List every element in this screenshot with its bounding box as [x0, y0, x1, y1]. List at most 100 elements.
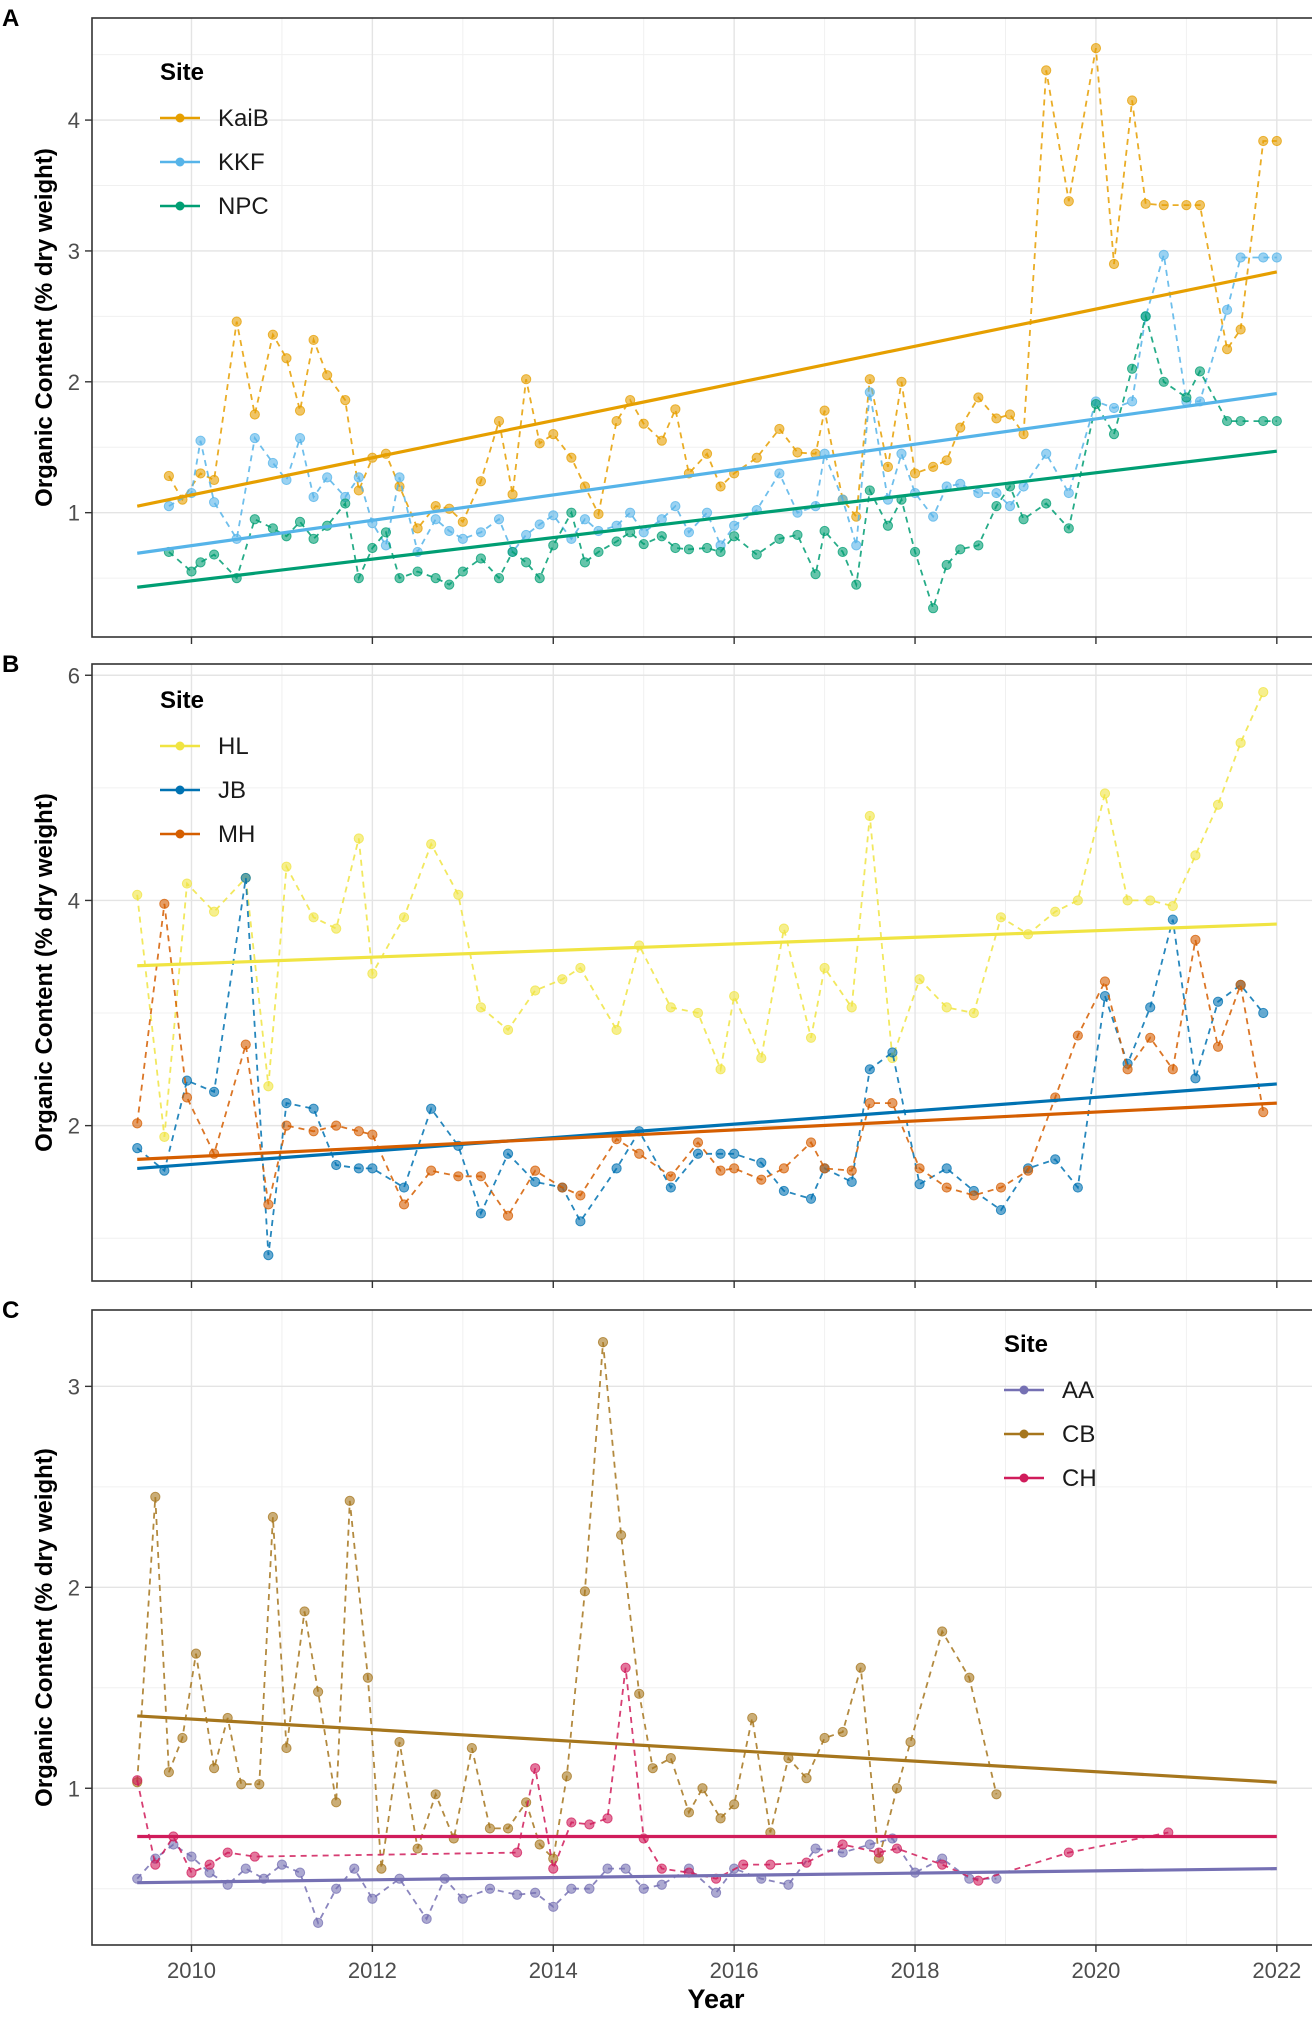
data-point-kaib [941, 455, 952, 466]
data-point-ch [132, 1775, 143, 1786]
data-point-jb [209, 1086, 220, 1097]
data-point-ch [837, 1839, 848, 1850]
data-point-mh [715, 1165, 726, 1176]
data-point-kaib [163, 470, 174, 482]
data-point-mh [729, 1163, 740, 1174]
data-point-hl [1145, 895, 1156, 906]
x-tick-label: 2020 [1071, 1958, 1120, 1983]
data-point-aa [313, 1917, 324, 1928]
data-point-mh [968, 1190, 979, 1201]
data-point-kkf [195, 435, 206, 446]
data-point-cb [937, 1626, 948, 1637]
data-point-aa [276, 1859, 288, 1870]
data-point-kaib [281, 353, 292, 364]
data-point-npc [656, 531, 667, 542]
data-point-cb [466, 1742, 477, 1754]
data-point-jb [914, 1179, 925, 1190]
data-point-aa [710, 1887, 722, 1898]
plot-background [92, 18, 1312, 637]
data-point-cb [150, 1491, 161, 1502]
data-point-mh [1167, 1064, 1178, 1075]
data-point-kkf [521, 529, 532, 541]
data-point-kaib [475, 476, 487, 487]
data-point-hl [1099, 788, 1111, 799]
data-point-jb [941, 1163, 952, 1174]
y-tick-label: 4 [68, 888, 80, 913]
data-point-kaib [209, 474, 220, 486]
x-tick-label: 2018 [891, 1958, 940, 1983]
data-point-kaib [340, 395, 351, 406]
data-point-jb [308, 1103, 319, 1114]
data-point-npc [729, 531, 740, 542]
data-point-kaib [249, 409, 260, 420]
data-point-kkf [638, 527, 649, 538]
data-point-aa [566, 1883, 577, 1894]
series-line-kaib [168, 47, 1277, 531]
legend-label-jb: JB [218, 777, 246, 804]
data-point-hl [530, 985, 541, 996]
data-point-cb [502, 1823, 514, 1834]
data-point-npc [579, 557, 591, 568]
data-point-kkf [548, 510, 559, 521]
data-point-ch [511, 1847, 523, 1858]
data-point-npc [548, 540, 559, 551]
legend-label-kaib: KaiB [218, 105, 269, 132]
data-point-hl [281, 861, 292, 872]
data-point-cb [683, 1807, 695, 1818]
data-point-hl [367, 968, 378, 979]
data-point-npc [909, 546, 921, 558]
data-point-mh [634, 1148, 645, 1159]
data-point-mh [846, 1165, 857, 1176]
data-point-cb [376, 1863, 387, 1874]
data-point-mh [331, 1120, 342, 1131]
data-point-cb [891, 1783, 903, 1794]
y-tick-label: 1 [68, 1776, 80, 1801]
data-point-ch [548, 1863, 559, 1874]
data-point-hl [1122, 895, 1133, 906]
data-point-kaib [928, 461, 939, 472]
data-point-mh [887, 1098, 898, 1109]
data-point-kaib [457, 516, 468, 527]
data-point-cb [484, 1823, 496, 1834]
data-point-hl [968, 1007, 979, 1019]
data-point-kkf [656, 514, 667, 525]
data-point-cb [561, 1771, 572, 1782]
data-point-hl [692, 1007, 704, 1019]
data-point-jb [864, 1064, 875, 1075]
data-point-kaib [548, 429, 559, 440]
data-point-mh [263, 1199, 274, 1210]
data-point-kaib [1194, 200, 1206, 211]
data-point-npc [638, 538, 649, 550]
data-point-mh [398, 1199, 410, 1210]
data-point-aa [864, 1839, 875, 1850]
y-axis-title: Organic Content (% dry weight) [31, 1448, 58, 1807]
data-point-mh [240, 1039, 251, 1050]
data-point-npc [1018, 514, 1029, 525]
data-point-kkf [457, 533, 468, 544]
data-point-npc [1221, 415, 1233, 427]
data-point-hl [611, 1024, 622, 1036]
data-point-hl [159, 1131, 170, 1142]
data-point-mh [665, 1171, 676, 1182]
data-point-jb [575, 1216, 586, 1227]
data-point-kaib [670, 404, 681, 415]
data-point-npc [1108, 429, 1120, 440]
data-point-jb [887, 1047, 898, 1058]
data-point-aa [421, 1913, 432, 1924]
data-point-kkf [670, 501, 681, 512]
data-point-aa [186, 1851, 197, 1862]
data-point-aa [294, 1867, 306, 1878]
data-point-kkf [353, 472, 364, 483]
data-point-aa [511, 1889, 523, 1900]
data-point-npc [1271, 415, 1282, 427]
data-point-mh [557, 1182, 568, 1193]
data-point-mh [575, 1190, 586, 1201]
data-point-kkf [163, 501, 174, 512]
legend-label-ch: CH [1062, 1465, 1097, 1492]
data-point-npc [294, 516, 306, 527]
data-point-mh [353, 1126, 364, 1137]
data-point-ch [738, 1859, 749, 1870]
legend-key-point [175, 113, 185, 123]
data-point-aa [810, 1843, 821, 1854]
data-point-kaib [973, 392, 984, 403]
